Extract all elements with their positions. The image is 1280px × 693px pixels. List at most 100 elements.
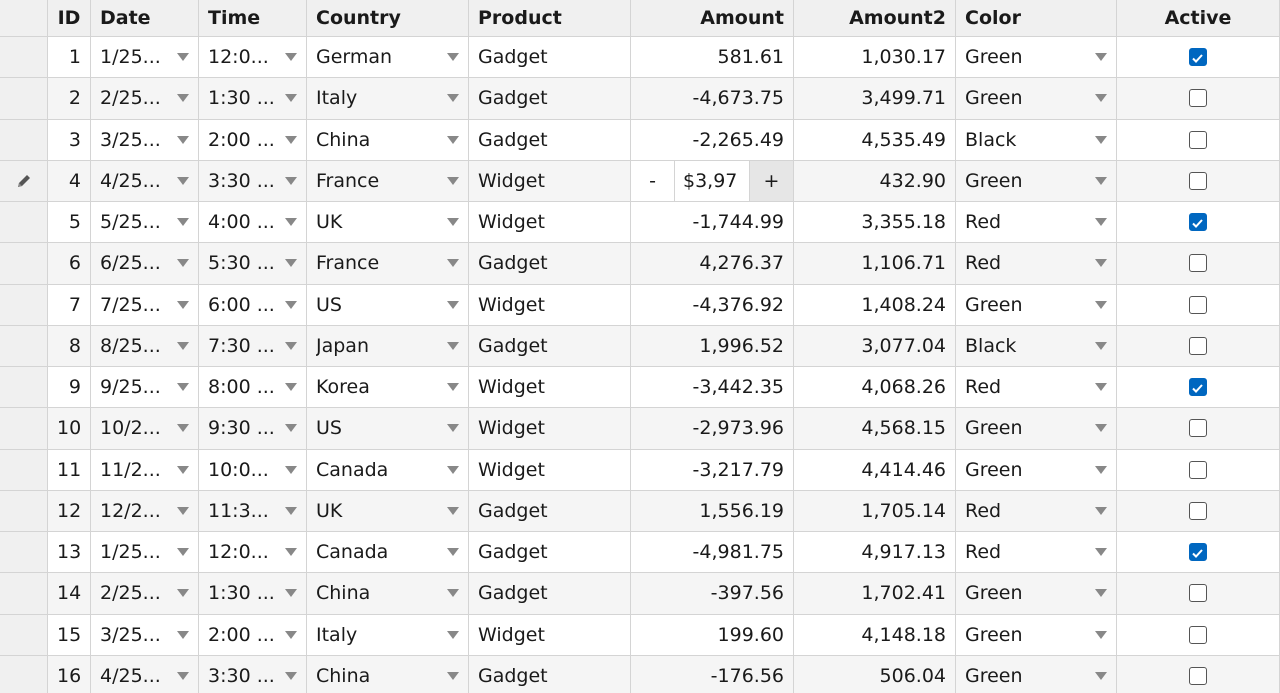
cell[interactable]: Korea: [307, 367, 469, 409]
dropdown-arrow[interactable]: [177, 383, 189, 392]
cell[interactable]: [1117, 119, 1280, 161]
checkbox[interactable]: [1189, 625, 1207, 644]
cell[interactable]: 11/2...: [91, 449, 199, 491]
cell[interactable]: Green: [956, 160, 1117, 202]
cell[interactable]: 581.61: [631, 37, 794, 79]
checkbox[interactable]: [1189, 89, 1207, 108]
dropdown-arrow[interactable]: [177, 630, 189, 639]
dropdown-arrow[interactable]: [447, 94, 459, 103]
dropdown-arrow[interactable]: [1095, 300, 1107, 309]
dropdown-arrow[interactable]: [1095, 218, 1107, 227]
cell[interactable]: [1117, 655, 1280, 693]
increment-button[interactable]: +: [749, 160, 793, 201]
cell[interactable]: -2,973.96: [631, 408, 794, 450]
dropdown-arrow[interactable]: [447, 506, 459, 515]
cell[interactable]: 4/25...: [91, 655, 199, 693]
cell[interactable]: 1,408.24: [794, 284, 956, 326]
row-header[interactable]: [0, 408, 48, 450]
dropdown-arrow[interactable]: [177, 53, 189, 62]
cell[interactable]: 3:30 ...: [199, 655, 307, 693]
dropdown-arrow[interactable]: [177, 424, 189, 433]
cell[interactable]: 3,355.18: [794, 202, 956, 244]
cell[interactable]: Red: [956, 532, 1117, 574]
cell[interactable]: Gadget: [469, 37, 631, 79]
dropdown-arrow[interactable]: [177, 671, 189, 680]
dropdown-arrow[interactable]: [285, 506, 297, 515]
dropdown-arrow[interactable]: [447, 671, 459, 680]
cell[interactable]: -3,217.79: [631, 449, 794, 491]
cell[interactable]: 11:3...: [199, 490, 307, 532]
cell[interactable]: Green: [956, 573, 1117, 615]
cell[interactable]: Gadget: [469, 78, 631, 120]
row-header[interactable]: [0, 573, 48, 615]
cell[interactable]: US: [307, 408, 469, 450]
cell[interactable]: [1117, 37, 1280, 79]
dropdown-arrow[interactable]: [1095, 94, 1107, 103]
dropdown-arrow[interactable]: [285, 671, 297, 680]
dropdown-arrow[interactable]: [177, 300, 189, 309]
row-header[interactable]: [0, 119, 48, 161]
cell[interactable]: Gadget: [469, 325, 631, 367]
row-header[interactable]: [0, 160, 48, 202]
checkbox[interactable]: [1189, 295, 1207, 314]
cell[interactable]: Italy: [307, 78, 469, 120]
dropdown-arrow[interactable]: [447, 383, 459, 392]
cell[interactable]: 4,917.13: [794, 532, 956, 574]
dropdown-arrow[interactable]: [447, 135, 459, 144]
cell[interactable]: Green: [956, 284, 1117, 326]
checkbox[interactable]: [1189, 336, 1207, 355]
row-header[interactable]: [0, 78, 48, 120]
dropdown-arrow[interactable]: [285, 589, 297, 598]
cell[interactable]: 9/25...: [91, 367, 199, 409]
dropdown-arrow[interactable]: [285, 383, 297, 392]
dropdown-arrow[interactable]: [285, 548, 297, 557]
cell[interactable]: 7/25...: [91, 284, 199, 326]
cell[interactable]: -4,981.75: [631, 532, 794, 574]
cell[interactable]: 1,556.19: [631, 490, 794, 532]
dropdown-arrow[interactable]: [285, 135, 297, 144]
cell[interactable]: Italy: [307, 614, 469, 656]
cell[interactable]: Green: [956, 614, 1117, 656]
dropdown-arrow[interactable]: [1095, 506, 1107, 515]
cell[interactable]: 2/25...: [91, 78, 199, 120]
dropdown-arrow[interactable]: [1095, 383, 1107, 392]
cell[interactable]: 9:30 ...: [199, 408, 307, 450]
cell[interactable]: US: [307, 284, 469, 326]
cell[interactable]: 2:00 ...: [199, 119, 307, 161]
cell[interactable]: Widget: [469, 449, 631, 491]
cell[interactable]: Green: [956, 37, 1117, 79]
dropdown-arrow[interactable]: [1095, 341, 1107, 350]
cell[interactable]: 1,030.17: [794, 37, 956, 79]
cell[interactable]: China: [307, 119, 469, 161]
dropdown-arrow[interactable]: [177, 465, 189, 474]
cell[interactable]: 4,276.37: [631, 243, 794, 285]
dropdown-arrow[interactable]: [1095, 259, 1107, 268]
cell[interactable]: Widget: [469, 614, 631, 656]
dropdown-arrow[interactable]: [285, 424, 297, 433]
cell[interactable]: Gadget: [469, 243, 631, 285]
cell[interactable]: 4,148.18: [794, 614, 956, 656]
dropdown-arrow[interactable]: [447, 465, 459, 474]
cell[interactable]: [1117, 202, 1280, 244]
cell[interactable]: 8/25...: [91, 325, 199, 367]
checkbox[interactable]: [1189, 171, 1207, 190]
decrement-button[interactable]: -: [649, 169, 656, 192]
cell[interactable]: Green: [956, 655, 1117, 693]
cell[interactable]: 4/25...: [91, 160, 199, 202]
cell[interactable]: 12/2...: [91, 490, 199, 532]
cell[interactable]: Japan: [307, 325, 469, 367]
cell[interactable]: 4,568.15: [794, 408, 956, 450]
dropdown-arrow[interactable]: [447, 341, 459, 350]
checkbox[interactable]: [1189, 254, 1207, 273]
row-header[interactable]: [0, 367, 48, 409]
dropdown-arrow[interactable]: [285, 341, 297, 350]
cell[interactable]: 1,702.41: [794, 573, 956, 615]
cell[interactable]: 4,068.26: [794, 367, 956, 409]
dropdown-arrow[interactable]: [447, 259, 459, 268]
checkbox[interactable]: [1189, 48, 1207, 67]
cell[interactable]: 3,499.71: [794, 78, 956, 120]
cell[interactable]: -4,673.75: [631, 78, 794, 120]
dropdown-arrow[interactable]: [285, 630, 297, 639]
row-header[interactable]: [0, 614, 48, 656]
dropdown-arrow[interactable]: [285, 259, 297, 268]
